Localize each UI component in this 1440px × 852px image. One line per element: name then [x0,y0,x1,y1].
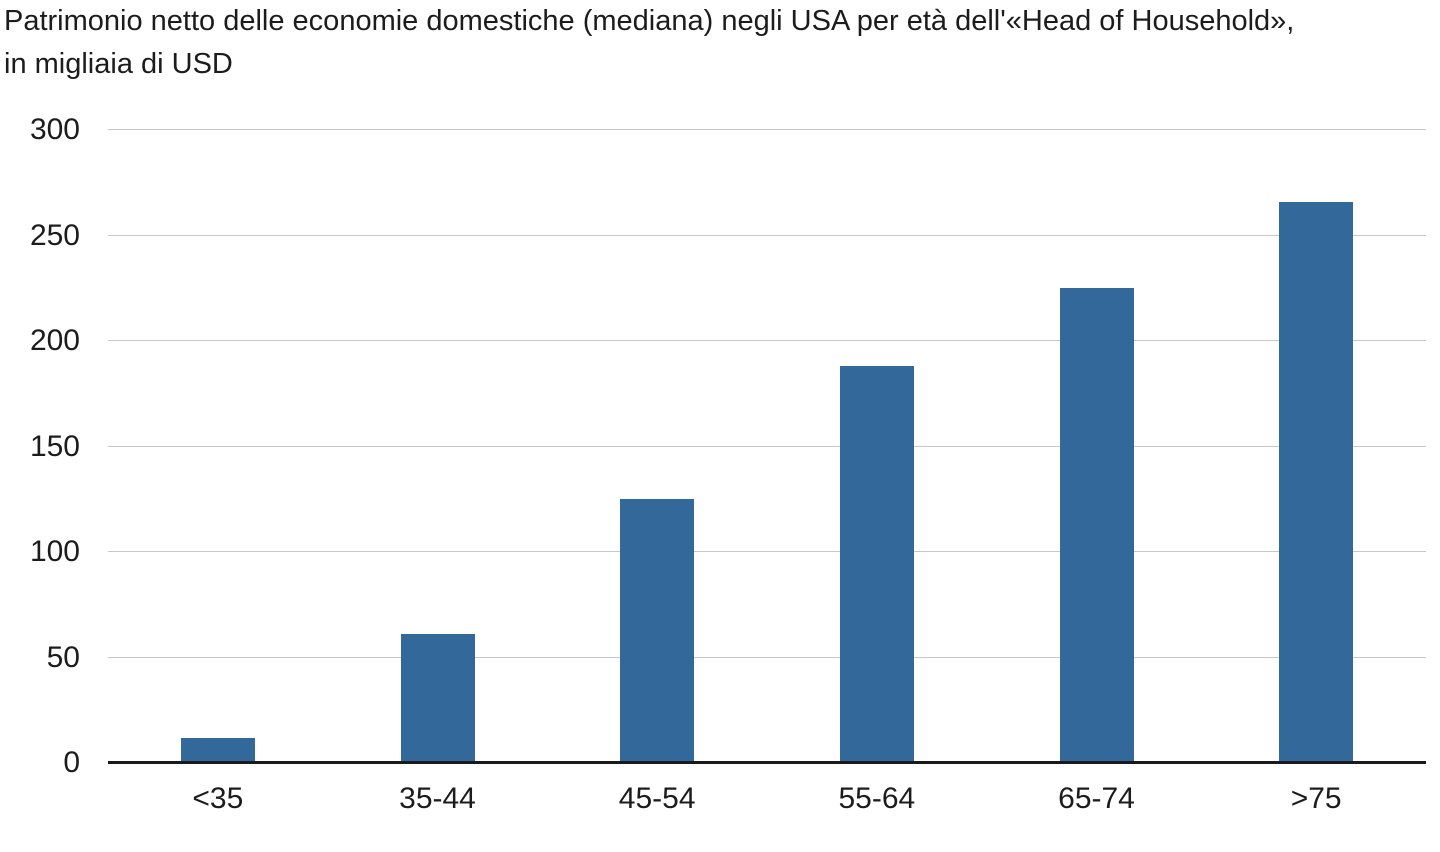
x-axis-line [108,761,1426,764]
plot-area [108,129,1426,764]
x-tick-label: 35-44 [399,782,476,815]
x-tick-label: >75 [1290,782,1342,815]
bar [400,634,475,761]
grid-line [108,340,1426,341]
y-tick-label: 100 [29,535,80,568]
x-axis-labels: <35 35-44 45-54 55-64 65-74 >75 [108,781,1426,821]
x-tick-label: <35 [192,782,244,815]
y-tick-label: 0 [63,746,80,779]
y-tick-label: 200 [29,324,80,357]
grid-line [108,656,1426,658]
y-tick-label: 150 [29,429,80,463]
chart-title-line1: Patrimonio netto delle economie domestic… [4,5,1295,37]
y-tick-label: 300 [29,113,80,146]
bar [180,737,255,761]
bar [839,366,914,761]
y-tick-label: 50 [46,640,80,674]
x-tick-label: 45-54 [618,782,696,815]
chart-title: Patrimonio netto delle economie domestic… [4,0,1294,86]
chart-title-line2: in migliaia di USD [4,48,233,80]
y-axis-labels: 0 50 100 150 200 250 300 [0,115,80,778]
grid-line [108,551,1426,552]
grid-line [108,129,1426,130]
grid-line [108,234,1426,236]
bar [620,499,695,761]
bar [1059,288,1134,761]
x-tick-label: 55-64 [838,782,916,815]
grid-line [108,445,1426,447]
bar [1279,201,1354,761]
y-tick-label: 250 [29,218,80,252]
x-tick-label: 65-74 [1058,782,1135,815]
